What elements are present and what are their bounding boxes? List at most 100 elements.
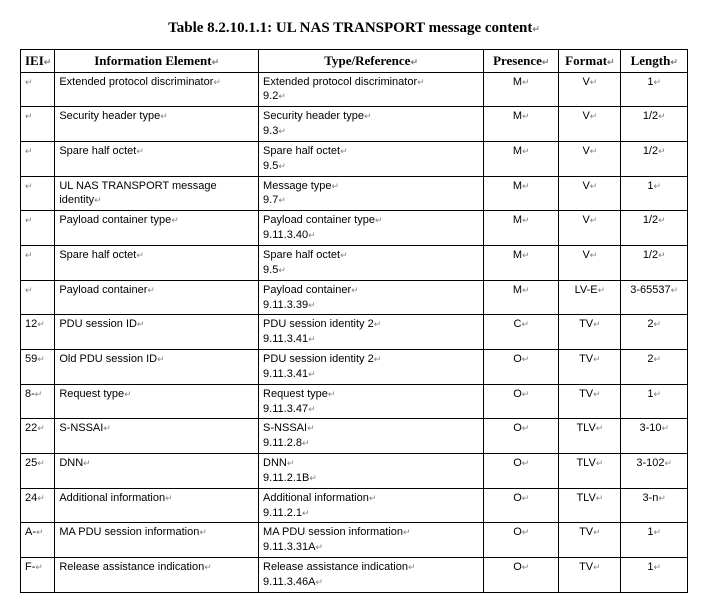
cell-iei: 59↵ (21, 350, 55, 385)
cell-iei: ↵ (21, 107, 55, 142)
cell-length: 1/2↵ (621, 141, 688, 176)
table-row: 12↵PDU session ID↵PDU session identity 2… (21, 315, 688, 350)
cell-type-reference: Additional information↵9.11.2.1↵ (259, 488, 484, 523)
cell-iei: 8-↵ (21, 384, 55, 419)
header-iei-text: IEI (25, 53, 44, 68)
cell-information-element: Payload container type↵ (55, 211, 259, 246)
cell-iei: ↵ (21, 211, 55, 246)
cell-iei: 25↵ (21, 454, 55, 489)
header-type-text: Type/Reference (324, 53, 410, 68)
header-ie: Information Element↵ (55, 50, 259, 73)
cell-presence: O↵ (484, 488, 559, 523)
cell-type-reference: PDU session identity 2↵9.11.3.41↵ (259, 350, 484, 385)
cell-format: TLV↵ (559, 488, 621, 523)
cell-iei: 12↵ (21, 315, 55, 350)
table-row: ↵Security header type↵Security header ty… (21, 107, 688, 142)
cell-information-element: Extended protocol discriminator↵ (55, 72, 259, 107)
cell-information-element: Additional information↵ (55, 488, 259, 523)
cell-format: LV-E↵ (559, 280, 621, 315)
cell-information-element: PDU session ID↵ (55, 315, 259, 350)
cell-format: TV↵ (559, 350, 621, 385)
cell-length: 1↵ (621, 72, 688, 107)
cell-presence: O↵ (484, 523, 559, 558)
cell-type-reference: Security header type↵9.3↵ (259, 107, 484, 142)
cell-length: 1/2↵ (621, 211, 688, 246)
cell-length: 1/2↵ (621, 245, 688, 280)
cell-presence: C↵ (484, 315, 559, 350)
cell-information-element: Spare half octet↵ (55, 245, 259, 280)
table-row: ↵Extended protocol discriminator↵Extende… (21, 72, 688, 107)
table-row: 59↵Old PDU session ID↵PDU session identi… (21, 350, 688, 385)
cell-iei: ↵ (21, 245, 55, 280)
cell-information-element: MA PDU session information↵ (55, 523, 259, 558)
cell-length: 1↵ (621, 176, 688, 211)
cell-format: V↵ (559, 176, 621, 211)
cell-information-element: Old PDU session ID↵ (55, 350, 259, 385)
cell-presence: O↵ (484, 419, 559, 454)
cell-presence: O↵ (484, 384, 559, 419)
table-row: 8-↵Request type↵Request type↵9.11.3.47↵O… (21, 384, 688, 419)
cell-type-reference: Payload container↵9.11.3.39↵ (259, 280, 484, 315)
cell-format: TV↵ (559, 558, 621, 593)
table-row: F-↵Release assistance indication↵Release… (21, 558, 688, 593)
cell-length: 3-10↵ (621, 419, 688, 454)
cell-length: 1/2↵ (621, 107, 688, 142)
header-ie-text: Information Element (94, 53, 211, 68)
cell-presence: M↵ (484, 141, 559, 176)
cell-format: TV↵ (559, 315, 621, 350)
table-row: A-↵MA PDU session information↵MA PDU ses… (21, 523, 688, 558)
table-title: Table 8.2.10.1.1: UL NAS TRANSPORT messa… (20, 20, 688, 37)
cell-presence: M↵ (484, 107, 559, 142)
cell-iei: ↵ (21, 72, 55, 107)
table-row: ↵Payload container↵Payload container↵9.1… (21, 280, 688, 315)
cell-presence: M↵ (484, 72, 559, 107)
cell-type-reference: DNN↵9.11.2.1B↵ (259, 454, 484, 489)
cell-iei: ↵ (21, 141, 55, 176)
cell-iei: ↵ (21, 176, 55, 211)
header-iei: IEI↵ (21, 50, 55, 73)
cell-format: TLV↵ (559, 454, 621, 489)
cell-presence: O↵ (484, 350, 559, 385)
cell-type-reference: Spare half octet↵9.5↵ (259, 245, 484, 280)
cell-type-reference: Payload container type↵9.11.3.40↵ (259, 211, 484, 246)
cell-information-element: S-NSSAI↵ (55, 419, 259, 454)
cell-format: V↵ (559, 72, 621, 107)
header-format: Format↵ (559, 50, 621, 73)
header-presence-text: Presence (493, 53, 542, 68)
cell-presence: M↵ (484, 211, 559, 246)
table-row: ↵Spare half octet↵Spare half octet↵9.5↵M… (21, 141, 688, 176)
cell-type-reference: Release assistance indication↵9.11.3.46A… (259, 558, 484, 593)
cell-type-reference: MA PDU session information↵9.11.3.31A↵ (259, 523, 484, 558)
header-type: Type/Reference↵ (259, 50, 484, 73)
message-content-table: IEI↵ Information Element↵ Type/Reference… (20, 49, 688, 593)
table-row: 24↵Additional information↵Additional inf… (21, 488, 688, 523)
cell-presence: O↵ (484, 454, 559, 489)
cell-type-reference: Extended protocol discriminator↵9.2↵ (259, 72, 484, 107)
cell-information-element: UL NAS TRANSPORT message identity↵ (55, 176, 259, 211)
cell-length: 1↵ (621, 558, 688, 593)
header-length: Length↵ (621, 50, 688, 73)
cell-format: V↵ (559, 245, 621, 280)
cell-format: V↵ (559, 211, 621, 246)
cell-information-element: Security header type↵ (55, 107, 259, 142)
cell-format: TV↵ (559, 523, 621, 558)
cell-type-reference: Message type↵9.7↵ (259, 176, 484, 211)
title-text: Table 8.2.10.1.1: UL NAS TRANSPORT messa… (168, 20, 532, 36)
cell-iei: 22↵ (21, 419, 55, 454)
header-format-text: Format (565, 53, 607, 68)
header-row: IEI↵ Information Element↵ Type/Reference… (21, 50, 688, 73)
cell-length: 1↵ (621, 384, 688, 419)
cell-presence: M↵ (484, 245, 559, 280)
cell-iei: 24↵ (21, 488, 55, 523)
cell-information-element: Release assistance indication↵ (55, 558, 259, 593)
cell-presence: O↵ (484, 558, 559, 593)
cell-type-reference: Spare half octet↵9.5↵ (259, 141, 484, 176)
cell-length: 3-n↵ (621, 488, 688, 523)
cell-length: 2↵ (621, 350, 688, 385)
cell-type-reference: PDU session identity 2↵9.11.3.41↵ (259, 315, 484, 350)
cell-information-element: DNN↵ (55, 454, 259, 489)
cell-length: 2↵ (621, 315, 688, 350)
cell-information-element: Spare half octet↵ (55, 141, 259, 176)
cell-iei: F-↵ (21, 558, 55, 593)
cell-length: 1↵ (621, 523, 688, 558)
